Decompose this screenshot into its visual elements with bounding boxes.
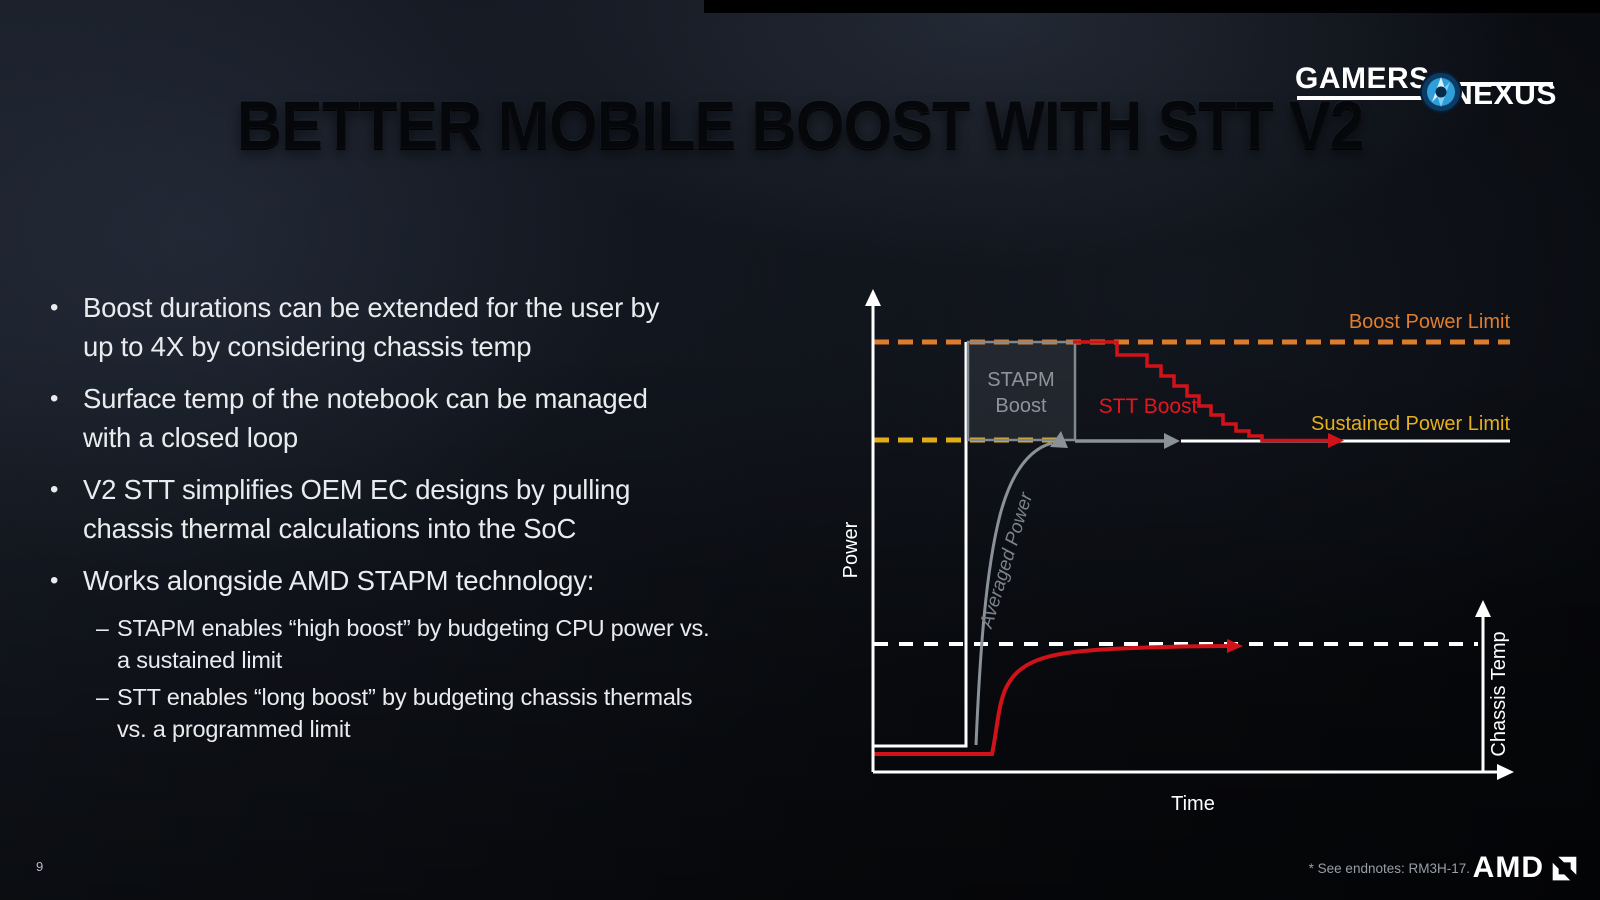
power-axis-arrowhead <box>865 289 881 306</box>
chassis-temp-curve <box>873 644 1231 756</box>
list-item: • Works alongside AMD STAPM technology: <box>50 561 750 600</box>
bullet-marker: • <box>50 294 59 321</box>
chassis-temp-axis-label: Chassis Temp <box>1488 631 1510 756</box>
bullet-text: V2 STT simplifies OEM EC designs by pull… <box>83 474 631 544</box>
stapm-boost-label-line2: Boost <box>995 395 1047 417</box>
list-item: – STAPM enables “high boost” by budgetin… <box>96 613 750 676</box>
time-axis-label: Time <box>1171 793 1215 815</box>
stt-boost-label: STT Boost <box>1099 395 1198 418</box>
slide-title: BETTER MOBILE BOOST WITH STT V2 <box>236 87 1365 164</box>
amd-wordmark: AMD <box>1472 851 1544 884</box>
chassis-temp-arrowhead <box>1227 639 1243 653</box>
boost-power-limit-label: Boost Power Limit <box>1349 311 1511 333</box>
gamersnexus-nexus-text: NEXUS <box>1451 78 1557 111</box>
bullet-text: Surface temp of the notebook can be mana… <box>83 383 648 453</box>
gamersnexus-gamers-text: GAMERS <box>1295 62 1430 95</box>
gamersnexus-watermark: GAMERS NEXUS <box>1295 62 1557 118</box>
chassis-temp-axis-arrowhead <box>1475 600 1491 617</box>
list-item: • V2 STT simplifies OEM EC designs by pu… <box>50 470 750 548</box>
time-axis-arrowhead <box>1497 764 1514 780</box>
sustained-gray-arrowhead <box>1164 433 1180 449</box>
power-axis-label: Power <box>840 521 862 578</box>
list-item: • Surface temp of the notebook can be ma… <box>50 379 750 457</box>
bullet-marker: • <box>50 567 59 594</box>
sub-bullet-text: STT enables “long boost” by budgeting ch… <box>117 684 693 742</box>
averaged-power-label: Averaged Power <box>976 490 1038 632</box>
amd-arrow-icon <box>1552 856 1577 880</box>
bullet-text: Boost durations can be extended for the … <box>83 292 660 362</box>
gamersnexus-underline <box>1297 96 1449 100</box>
stt-boost-arrowhead <box>1328 433 1344 448</box>
bullet-marker: • <box>50 476 59 503</box>
stapm-boost-label-line1: STAPM <box>987 369 1054 391</box>
page-number: 9 <box>36 859 44 874</box>
bullet-text: Works alongside AMD STAPM technology: <box>83 565 595 596</box>
list-item: • Boost durations can be extended for th… <box>50 288 750 366</box>
sustained-power-limit-label: Sustained Power Limit <box>1311 413 1510 435</box>
gamersnexus-overline <box>1447 82 1553 86</box>
gamersnexus-emblem-icon <box>1420 71 1462 113</box>
averaged-power-arrowhead <box>1050 431 1068 448</box>
list-item: – STT enables “long boost” by budgeting … <box>96 682 750 745</box>
dash-marker: – <box>96 615 109 641</box>
bullet-marker: • <box>50 385 59 412</box>
stt-boost-step-line <box>1073 340 1330 443</box>
requested-power-step-line <box>873 342 968 748</box>
dash-marker: – <box>96 684 109 710</box>
sub-bullet-text: STAPM enables “high boost” by budgeting … <box>117 615 710 673</box>
endnote-text: * See endnotes: RM3H-17. <box>1308 861 1470 876</box>
amd-logo: AMD <box>1473 851 1578 885</box>
averaged-power-curve <box>974 441 1053 746</box>
stt-boost-diagram: STAPM Boost Averaged Power STT Boost Pow… <box>840 289 1514 815</box>
stapm-boost-box <box>966 340 1077 442</box>
bullet-list: • Boost durations can be extended for th… <box>50 288 750 751</box>
background-photo-edge <box>704 0 1600 13</box>
sub-bullet-list: – STAPM enables “high boost” by budgetin… <box>96 613 750 745</box>
